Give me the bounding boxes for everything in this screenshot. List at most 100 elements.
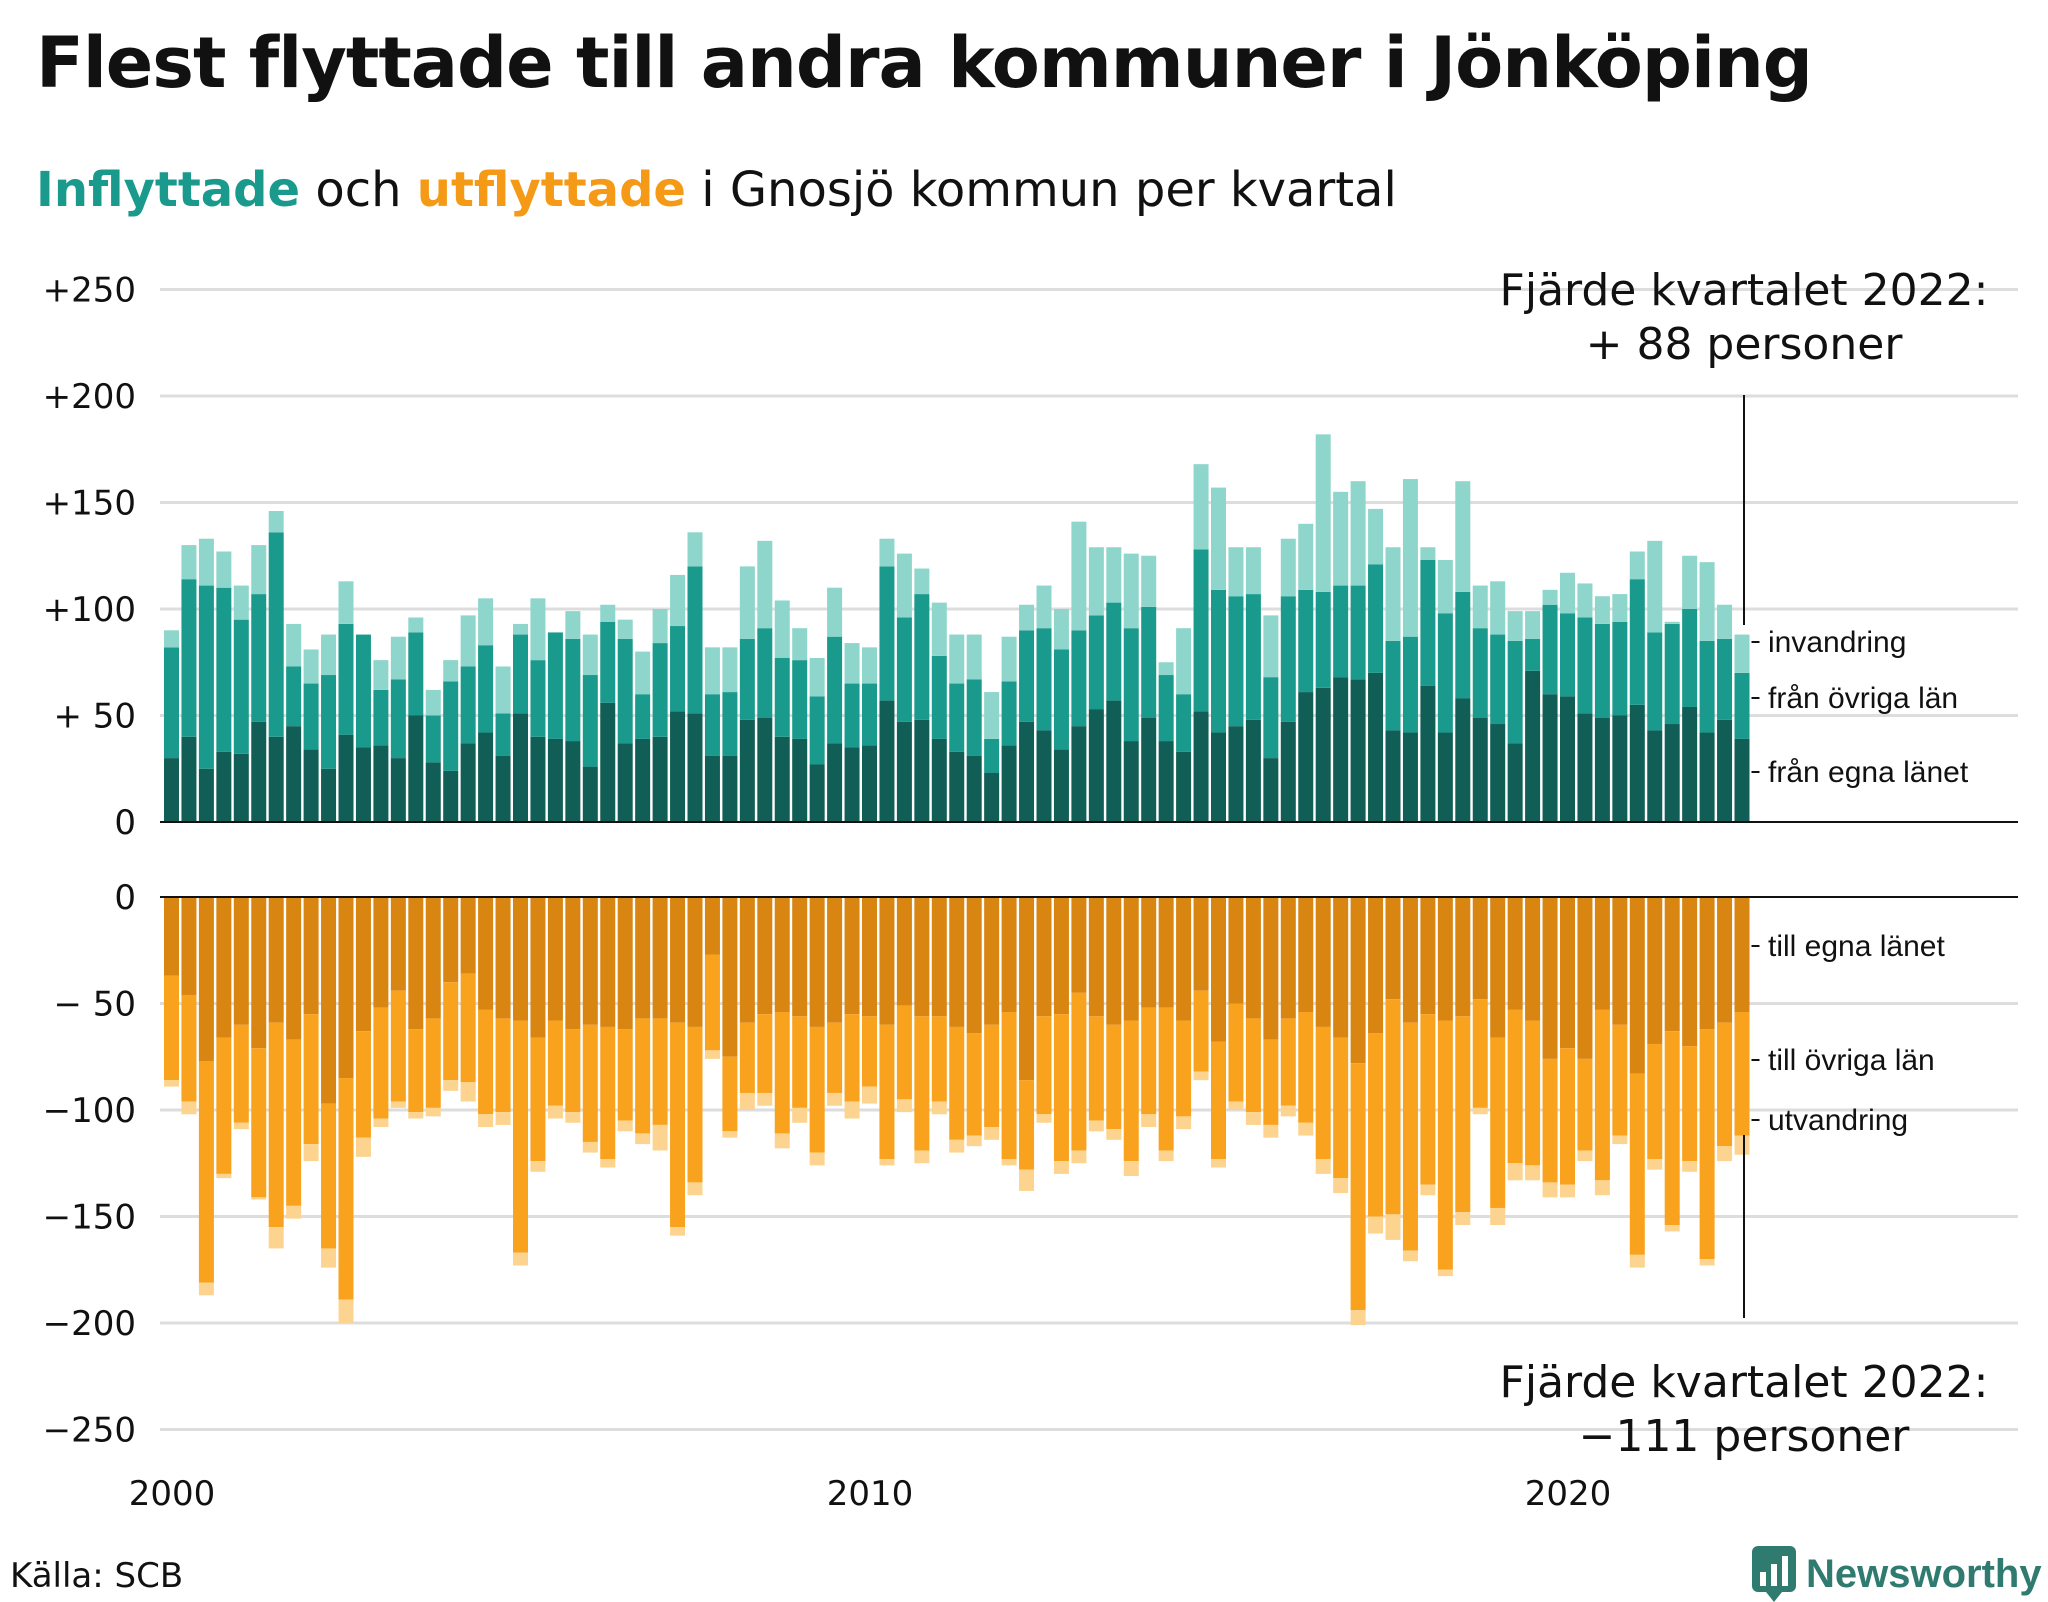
bar-in	[931, 738, 947, 822]
bar-in	[1385, 730, 1401, 822]
bar-in	[774, 736, 790, 822]
bar-in	[582, 766, 598, 822]
bar-in	[1734, 634, 1750, 673]
bar-in	[1682, 555, 1698, 609]
bar-out	[1280, 1105, 1296, 1117]
bar-in	[966, 634, 982, 680]
bar-in	[1490, 634, 1506, 725]
bar-out	[1036, 1114, 1052, 1123]
bar-in	[1437, 560, 1453, 614]
bar-in	[739, 638, 755, 720]
bar-out	[181, 994, 197, 1102]
bar-out	[1176, 1020, 1192, 1117]
bar-in	[1141, 717, 1157, 822]
bar-out	[774, 1012, 790, 1134]
bar-out	[1734, 1135, 1750, 1155]
bar-out	[1385, 999, 1401, 1215]
bar-out	[1019, 1169, 1035, 1191]
bar-in	[408, 715, 424, 822]
bar-out	[635, 1133, 651, 1145]
bar-in	[1158, 662, 1174, 676]
bar-out	[862, 1086, 877, 1104]
bar-out	[757, 897, 773, 1015]
bar-out	[513, 1020, 528, 1253]
bar-out	[1629, 1073, 1645, 1255]
bar-in	[1629, 551, 1645, 580]
bar-out	[251, 1197, 267, 1200]
bar-in	[1228, 726, 1244, 822]
bar-in	[687, 713, 703, 822]
bar-in	[530, 660, 546, 737]
bar-in	[1001, 636, 1017, 682]
bar-out	[1228, 1101, 1244, 1110]
bar-out	[233, 897, 249, 1025]
bar-in	[1594, 717, 1610, 822]
bar-in	[1315, 687, 1331, 822]
bar-in	[914, 568, 930, 595]
bar-out	[1542, 1182, 1558, 1198]
bar-out	[390, 990, 406, 1102]
bar-in	[1525, 611, 1541, 639]
bar-out	[1053, 897, 1069, 1015]
bar-out	[1472, 1107, 1488, 1115]
bar-in	[617, 638, 633, 744]
bar-in	[1193, 711, 1209, 822]
bar-out	[1420, 1184, 1436, 1196]
bar-in	[513, 634, 528, 714]
bar-in	[844, 643, 860, 684]
bar-in	[321, 768, 337, 822]
bar-in	[565, 741, 581, 822]
bar-out	[1053, 1161, 1069, 1174]
bar-in	[1647, 632, 1663, 731]
bar-out	[722, 1131, 738, 1138]
bar-in	[355, 747, 371, 822]
bar-in	[774, 657, 790, 737]
bar-out	[1211, 1041, 1226, 1159]
bar-in	[1315, 591, 1331, 688]
chart-bars	[164, 434, 1750, 1326]
bar-out	[1542, 897, 1558, 1059]
bar-out	[1525, 897, 1541, 1021]
bar-out	[1717, 1022, 1733, 1147]
bar-in	[338, 623, 354, 735]
bar-out	[373, 1118, 389, 1128]
bar-in	[303, 683, 319, 750]
bar-in	[268, 511, 284, 533]
bar-out	[704, 954, 720, 1051]
y-tick-label: −200	[43, 1304, 136, 1344]
bar-out	[1577, 1058, 1593, 1151]
bar-in	[1071, 630, 1087, 727]
bar-in	[617, 743, 633, 822]
bar-in	[1280, 596, 1296, 722]
bar-out	[1071, 992, 1087, 1151]
bar-in	[1385, 640, 1401, 731]
bar-out	[1437, 897, 1453, 1021]
bar-in	[1577, 617, 1593, 714]
bar-in	[1542, 604, 1558, 695]
bar-in	[1420, 547, 1436, 561]
bar-out	[1490, 1037, 1506, 1208]
bar-out	[286, 1205, 302, 1219]
bar-in	[879, 566, 895, 701]
bar-in	[1053, 649, 1069, 750]
bar-out	[617, 1029, 633, 1121]
bar-out	[1402, 897, 1418, 1023]
bar-out	[164, 897, 179, 976]
bar-in	[338, 734, 354, 822]
bar-in	[1088, 547, 1104, 616]
bar-in	[530, 598, 546, 661]
bar-in	[1123, 553, 1139, 629]
bar-in	[914, 594, 930, 720]
bar-in	[1036, 628, 1052, 731]
bar-out	[914, 1016, 930, 1151]
bar-in	[513, 713, 528, 822]
bar-in	[1211, 487, 1226, 590]
bar-in	[1525, 638, 1541, 671]
bar-in	[286, 623, 302, 667]
bar-out	[303, 897, 319, 1015]
bar-in	[792, 628, 808, 661]
bar-out	[1245, 1018, 1261, 1113]
bar-out	[1560, 1184, 1575, 1198]
series-label-in: från egna länet	[1768, 756, 1969, 789]
